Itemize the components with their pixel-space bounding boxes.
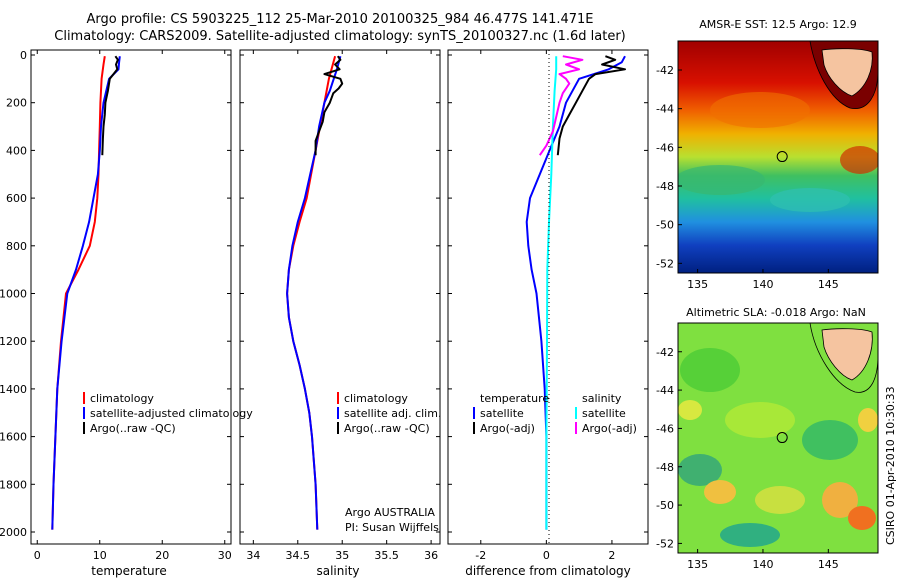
temperature-legend: climatology satellite-adjusted climatolo… bbox=[83, 392, 253, 435]
depth-tick-label: 2000 bbox=[0, 526, 27, 539]
legend-sal-satellite: satellite adj. clim. bbox=[344, 407, 441, 420]
x-tick-label: 34.5 bbox=[286, 549, 311, 562]
difference-panel bbox=[447, 49, 649, 545]
depth-tick-label: 0 bbox=[20, 49, 27, 62]
depth-tick-label: 1000 bbox=[0, 288, 27, 301]
map-x-tick-label: 145 bbox=[818, 278, 839, 291]
map-x-tick-label: 145 bbox=[818, 558, 839, 571]
sst-map bbox=[678, 41, 878, 273]
depth-tick-label: 1200 bbox=[0, 335, 27, 348]
map-y-tick-label: -48 bbox=[656, 180, 674, 193]
x-tick-label: 0 bbox=[543, 549, 550, 562]
series-line-satellite bbox=[545, 56, 558, 530]
x-tick-label: 10 bbox=[93, 549, 107, 562]
depth-tick-label: 200 bbox=[6, 97, 27, 110]
legend-sal-argo: Argo(..raw -QC) bbox=[344, 422, 430, 435]
legend-satellite-adjusted: satellite-adjusted climatology bbox=[90, 407, 253, 420]
plot-subtitle: Climatology: CARS2009. Satellite-adjuste… bbox=[54, 29, 626, 44]
series-line-satellite-adj-clim- bbox=[286, 55, 342, 530]
legend-diff-temp-satellite: satellite bbox=[480, 407, 524, 420]
plot-title: Argo profile: CS 5903225_112 25-Mar-2010… bbox=[86, 12, 594, 27]
temperature-axis-label: temperature bbox=[91, 564, 166, 578]
map-x-tick-label: 135 bbox=[687, 558, 708, 571]
x-tick-label: 35 bbox=[335, 549, 349, 562]
map-y-tick-label: -46 bbox=[656, 422, 674, 435]
series-line-climatology bbox=[286, 55, 337, 530]
map-y-tick-label: -52 bbox=[656, 257, 674, 270]
salinity-panel bbox=[239, 49, 441, 545]
sla-map-title: Altimetric SLA: -0.018 Argo: NaN bbox=[686, 306, 866, 319]
map-y-tick-label: -50 bbox=[656, 219, 674, 232]
depth-tick-label: 400 bbox=[6, 144, 27, 157]
tasmania-shape-sla bbox=[821, 328, 873, 381]
series-line-argo-adj- bbox=[538, 55, 584, 156]
salinity-legend: climatology satellite adj. clim. Argo(..… bbox=[337, 392, 441, 435]
legend-climatology: climatology bbox=[90, 392, 154, 405]
map-y-tick-label: -48 bbox=[656, 461, 674, 474]
x-tick-label: 20 bbox=[155, 549, 169, 562]
depth-tick-label: 600 bbox=[6, 192, 27, 205]
x-tick-label: 30 bbox=[218, 549, 232, 562]
legend-sal-climatology: climatology bbox=[344, 392, 408, 405]
salinity-axis-label: salinity bbox=[316, 564, 359, 578]
x-tick-label: 35.5 bbox=[374, 549, 399, 562]
difference-legend: temperature satellite Argo(-adj) salinit… bbox=[473, 392, 637, 435]
temperature-panel bbox=[30, 49, 232, 545]
series-line-satellite bbox=[525, 55, 626, 530]
map-y-tick-label: -42 bbox=[656, 64, 674, 77]
map-x-tick-label: 135 bbox=[687, 278, 708, 291]
legend-diff-temperature: temperature bbox=[480, 392, 549, 405]
map-y-tick-label: -42 bbox=[656, 346, 674, 359]
annotation-pi: PI: Susan Wijffels bbox=[345, 521, 439, 534]
depth-tick-label: 1600 bbox=[0, 431, 27, 444]
legend-argo: Argo(..raw -QC) bbox=[90, 422, 176, 435]
map-x-tick-label: 140 bbox=[752, 558, 773, 571]
legend-diff-temp-argo: Argo(-adj) bbox=[480, 422, 535, 435]
tasmania-shape bbox=[821, 48, 873, 97]
argo-position-marker bbox=[776, 151, 788, 163]
series-line-satellite-adjusted-climatology bbox=[51, 56, 121, 530]
depth-tick-label: 1400 bbox=[0, 383, 27, 396]
legend-diff-sal-satellite: satellite bbox=[582, 407, 626, 420]
legend-diff-sal-argo: Argo(-adj) bbox=[582, 422, 637, 435]
x-tick-label: 0 bbox=[34, 549, 41, 562]
legend-diff-salinity: salinity bbox=[582, 392, 622, 405]
sst-map-title: AMSR-E SST: 12.5 Argo: 12.9 bbox=[699, 18, 857, 31]
depth-tick-label: 800 bbox=[6, 240, 27, 253]
x-tick-label: 2 bbox=[608, 549, 615, 562]
difference-axis-label: difference from climatology bbox=[465, 564, 631, 578]
map-x-tick-label: 140 bbox=[752, 278, 773, 291]
map-y-tick-label: -44 bbox=[656, 384, 674, 397]
map-y-tick-label: -50 bbox=[656, 499, 674, 512]
series-line-argo-adj- bbox=[556, 55, 626, 156]
series-line-climatology bbox=[51, 56, 106, 530]
depth-tick-label: 1800 bbox=[0, 478, 27, 491]
map-y-tick-label: -46 bbox=[656, 141, 674, 154]
map-y-tick-label: -44 bbox=[656, 103, 674, 116]
timestamp-stamp: CSIRO 01-Apr-2010 10:30:33 bbox=[884, 386, 897, 545]
sla-map bbox=[678, 323, 878, 553]
series-line-argo-raw-qc- bbox=[101, 55, 119, 156]
series-line-argo-raw-qc- bbox=[314, 55, 344, 156]
x-tick-label: 34 bbox=[246, 549, 260, 562]
argo-position-marker-sla bbox=[776, 432, 788, 444]
x-tick-label: 36 bbox=[424, 549, 438, 562]
x-tick-label: -2 bbox=[475, 549, 486, 562]
annotation-argo-australia: Argo AUSTRALIA bbox=[345, 506, 435, 519]
map-y-tick-label: -52 bbox=[656, 537, 674, 550]
